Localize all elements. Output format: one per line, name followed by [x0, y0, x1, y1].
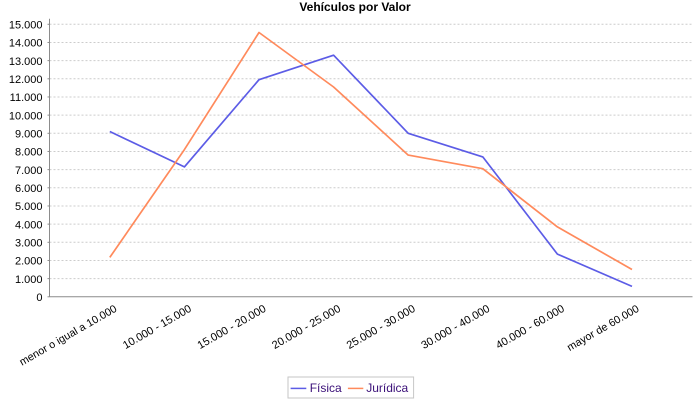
- svg-text:4.000: 4.000: [15, 219, 43, 231]
- svg-text:8.000: 8.000: [15, 147, 43, 159]
- svg-text:12.000: 12.000: [9, 74, 43, 86]
- svg-text:Vehículos por Valor: Vehículos por Valor: [299, 0, 411, 14]
- svg-text:7.000: 7.000: [15, 165, 43, 177]
- svg-text:9.000: 9.000: [15, 129, 43, 141]
- svg-text:10.000: 10.000: [9, 110, 43, 122]
- svg-text:15.000: 15.000: [9, 19, 43, 31]
- svg-text:14.000: 14.000: [9, 38, 43, 50]
- svg-text:3.000: 3.000: [15, 238, 43, 250]
- svg-text:11.000: 11.000: [10, 92, 43, 104]
- svg-text:2.000: 2.000: [15, 256, 43, 268]
- svg-text:Física: Física: [310, 381, 342, 395]
- svg-text:1.000: 1.000: [15, 274, 43, 286]
- svg-text:5.000: 5.000: [15, 201, 43, 213]
- svg-text:6.000: 6.000: [15, 183, 43, 195]
- svg-text:Jurídica: Jurídica: [366, 381, 408, 395]
- svg-text:13.000: 13.000: [9, 56, 43, 68]
- svg-text:0: 0: [36, 292, 42, 304]
